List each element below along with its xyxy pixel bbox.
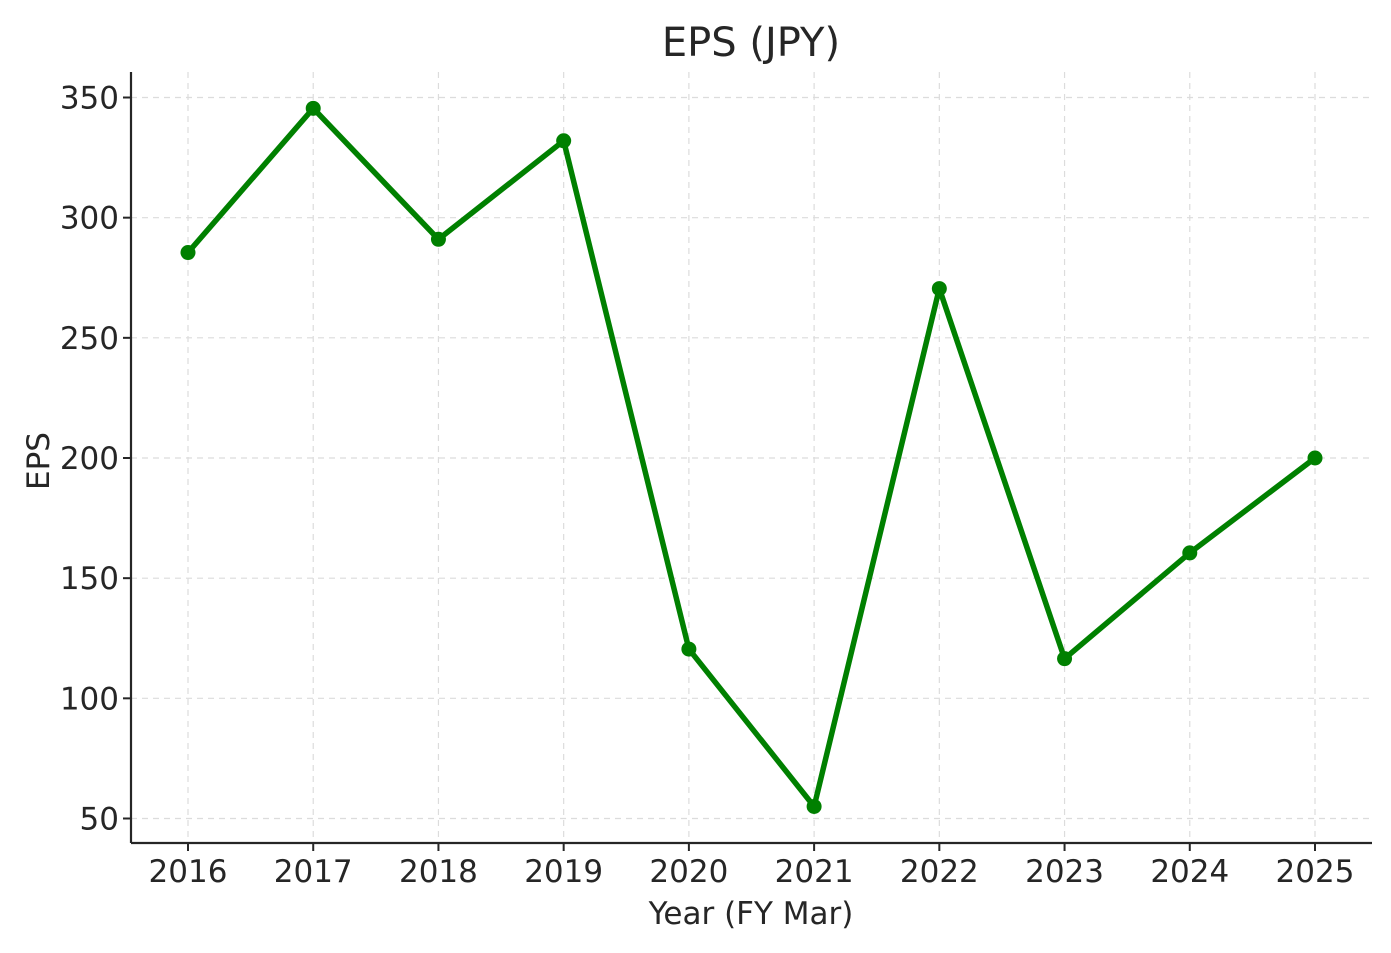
chart-title: EPS (JPY) [662, 20, 840, 66]
eps-data-point [1057, 651, 1073, 667]
x-tick-label: 2018 [399, 854, 478, 890]
eps-series-line [185, 105, 1318, 810]
eps-data-point [931, 281, 947, 297]
grid [131, 72, 1372, 843]
x-tick-label: 2021 [775, 854, 854, 890]
eps-data-point [180, 245, 196, 261]
x-tick-label: 2025 [1276, 854, 1355, 890]
y-tick-label: 50 [80, 802, 119, 838]
eps-data-point [806, 798, 822, 814]
y-tick-label: 100 [60, 681, 119, 717]
x-tick-label: 2020 [649, 854, 728, 890]
series [180, 100, 1323, 814]
x-tick-label: 2019 [524, 854, 603, 890]
y-tick-label: 150 [60, 561, 119, 597]
eps-data-point [681, 641, 697, 657]
y-tick-label: 250 [60, 321, 119, 357]
x-tick-label: 2024 [1150, 854, 1229, 890]
eps-data-point [1307, 450, 1323, 466]
x-tick-label: 2023 [1025, 854, 1104, 890]
y-axis-label: EPS [21, 432, 57, 490]
ticks: 2016 2017 2018 2019 2020 2021 2022 2023 2024 2025… [60, 81, 1355, 891]
eps-data-point [430, 231, 446, 247]
eps-data-point [1182, 545, 1198, 561]
x-tick-label: 2016 [149, 854, 228, 890]
y-tick-label: 350 [60, 81, 119, 117]
eps-data-point [556, 133, 572, 149]
x-tick-label: 2022 [900, 854, 979, 890]
y-tick-label: 300 [60, 201, 119, 237]
x-axis-label: Year (FY Mar) [648, 896, 854, 932]
eps-data-point [305, 100, 321, 116]
y-tick-label: 200 [60, 441, 119, 477]
x-tick-label: 2017 [274, 854, 353, 890]
